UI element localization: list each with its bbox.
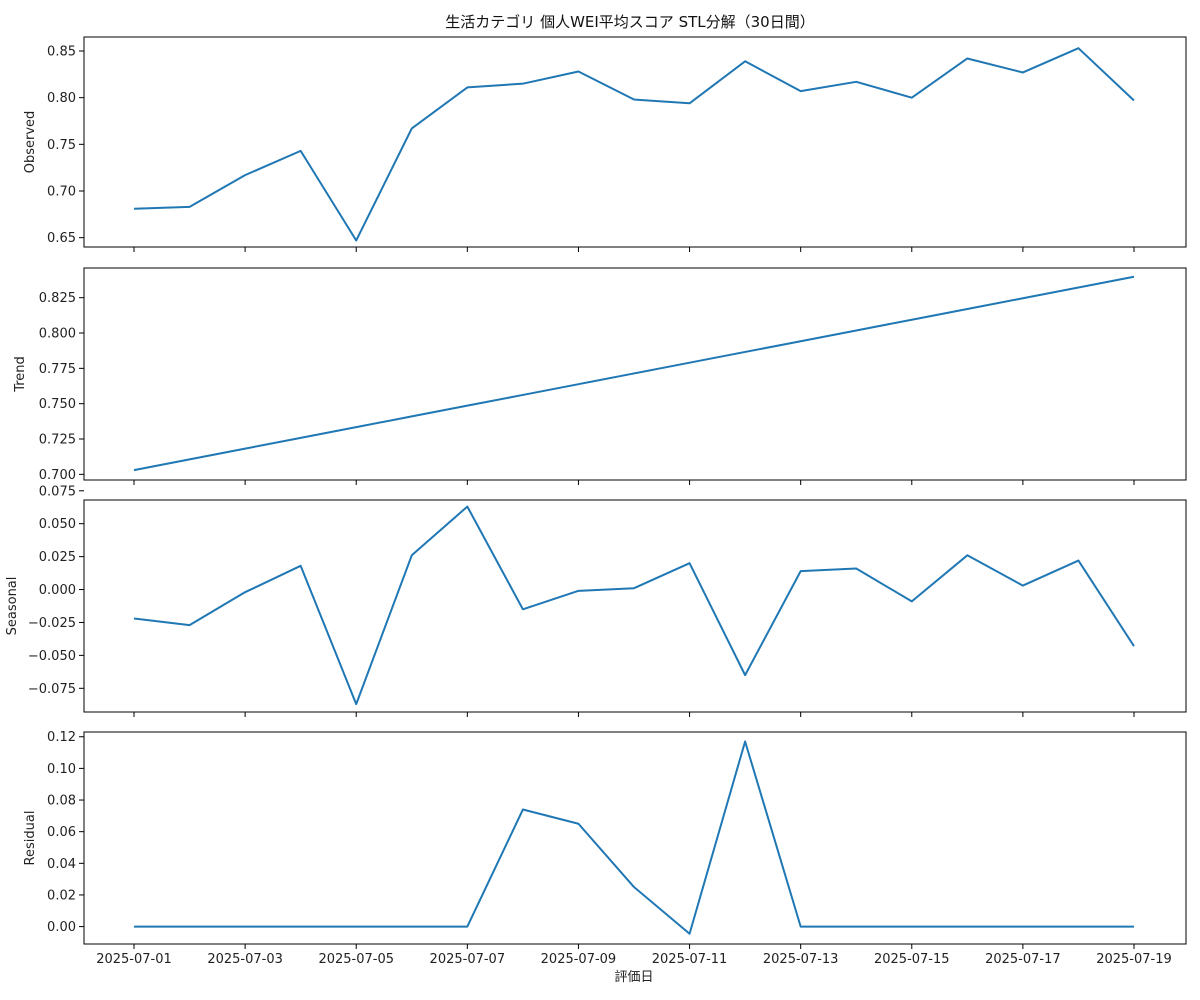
y-tick-label: 0.70 [47,185,76,200]
x-tick-label: 2025-07-09 [541,952,617,967]
y-tick-label: −0.075 [28,682,76,697]
series-line-seasonal [133,505,1135,706]
y-tick-label: 0.800 [39,327,76,342]
series-line-observed [133,47,1135,242]
y-tick-label: 0.750 [39,397,76,412]
panel-observed: 0.65 0.70 0.75 0.80 0.85 Observed [23,36,1187,252]
x-axis-title: 評価日 [614,970,653,985]
panel-frame-observed [83,36,1187,248]
y-tick-label: 0.775 [39,362,76,377]
panel-residual: 0.00 0.02 0.04 0.06 0.08 0.10 0.12 Residual [23,730,1187,949]
y-tick-label: 0.000 [39,583,76,598]
x-tick-label: 2025-07-19 [1096,952,1172,967]
y-tick-label: −0.025 [28,616,76,631]
y-tick-label: 0.725 [39,433,76,448]
y-tick-label: 0.025 [39,550,76,565]
panel-seasonal: 0.075 0.050 0.025 0.000 −0.025 −0.050 −0.075 Se… [5,484,1187,717]
x-tick-label: 2025-07-13 [763,952,839,967]
y-tick-label: 0.10 [47,762,76,777]
chart-title: 生活カテゴリ 個人WEI平均スコア STL分解（30日間） [445,13,814,31]
x-tick-label: 2025-07-17 [985,952,1061,967]
y-tick-label: 0.80 [47,91,76,106]
x-tick-label: 2025-07-05 [318,952,394,967]
y-tick-label: 0.700 [39,468,76,483]
x-tick-label: 2025-07-07 [430,952,506,967]
panel-frame-seasonal [83,499,1187,713]
y-tick-label: −0.050 [28,649,76,664]
panel-frame-residual [83,731,1187,945]
y-tick-label: 0.85 [47,45,76,60]
x-tick-label: 2025-07-03 [207,952,283,967]
y-tick-label: 0.825 [39,291,76,306]
y-tick-label: 0.75 [47,138,76,153]
panel-frame-trend [83,267,1187,481]
y-tick-label: 0.075 [39,484,76,499]
y-tick-label: 0.00 [47,920,76,935]
y-tick-label: 0.12 [47,730,76,745]
x-tick-label: 2025-07-11 [652,952,728,967]
y-tick-label: 0.02 [47,888,76,903]
y-tick-label: 0.65 [47,231,76,246]
y-axis-title-observed: Observed [23,111,38,174]
y-tick-label: 0.06 [47,825,76,840]
y-axis-title-seasonal: Seasonal [5,577,20,636]
y-tick-label: 0.04 [47,857,76,872]
x-tick-label: 2025-07-01 [96,952,172,967]
y-axis-title-trend: Trend [13,356,28,393]
x-tick-label: 2025-07-15 [874,952,950,967]
panel-trend: 0.700 0.725 0.750 0.775 0.800 0.825 Trend [13,267,1187,485]
y-axis-title-residual: Residual [23,811,38,866]
y-tick-label: 0.08 [47,794,76,809]
series-line-residual [134,740,1134,935]
y-tick-label: 0.050 [39,517,76,532]
